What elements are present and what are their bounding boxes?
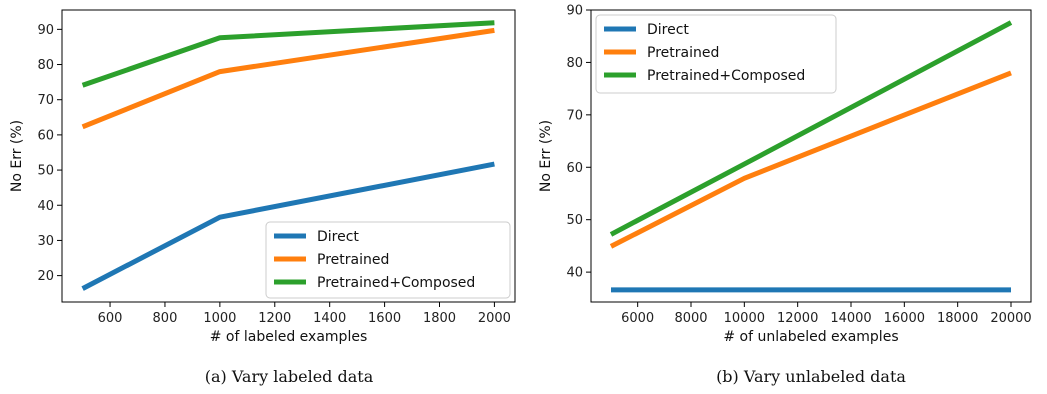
x-tick-label: 16000 — [884, 311, 925, 326]
y-tick-label: 40 — [566, 266, 583, 281]
y-tick-label: 30 — [37, 234, 54, 249]
legend-entry: Pretrained+Composed — [647, 68, 805, 84]
y-tick-label: 50 — [566, 213, 583, 228]
chart-panel-1: 6000 8000 10000 12000 14000 16000 18000 20000 40… — [538, 4, 1032, 387]
x-tick-label: 12000 — [777, 311, 818, 326]
x-tick-label: 6000 — [621, 311, 654, 326]
x-tick-label: 1400 — [313, 311, 346, 326]
chart-panel-0: 600 800 1000 1200 1400 1600 1800 2000 20 30 40 50 60… — [9, 9, 516, 386]
y-tick-label: 20 — [37, 269, 54, 284]
figure-caption: (b) Vary unlabeled data — [716, 367, 906, 386]
plot-frame — [590, 9, 1032, 303]
y-tick-label: 40 — [37, 199, 54, 214]
x-tick-label: 1800 — [423, 311, 456, 326]
legend-box — [265, 221, 511, 299]
legend-box — [595, 14, 837, 94]
x-tick-label: 14000 — [830, 311, 871, 326]
y-tick-label: 60 — [37, 128, 54, 143]
legend-entry: Direct — [317, 229, 359, 245]
series-line-pretrained-composed — [609, 20, 1013, 237]
y-tick-label: 50 — [37, 164, 54, 179]
series-line-pretrained — [81, 27, 495, 130]
x-tick-label: 600 — [98, 311, 123, 326]
x-axis-label: # of labeled examples — [210, 329, 368, 345]
figure-caption: (a) Vary labeled data — [205, 367, 374, 386]
y-tick-label: 70 — [37, 93, 54, 108]
legend-entry: Pretrained+Composed — [317, 275, 475, 291]
y-axis-label: No Err (%) — [9, 120, 25, 192]
plot-frame — [61, 9, 516, 303]
x-tick-label: 20000 — [990, 311, 1031, 326]
x-tick-label: 1000 — [203, 311, 236, 326]
x-tick-label: 1200 — [258, 311, 291, 326]
x-tick-label: 1600 — [368, 311, 401, 326]
legend-entry: Direct — [647, 22, 689, 38]
y-tick-label: 60 — [566, 161, 583, 176]
series-line-pretrained — [609, 70, 1012, 249]
y-tick-label: 80 — [566, 56, 583, 71]
legend-entry: Pretrained — [317, 252, 389, 268]
series-line-pretrained-composed — [81, 20, 495, 88]
y-tick-label: 80 — [37, 58, 54, 73]
legend: Direct Pretrained Pretrained+Composed — [265, 221, 511, 299]
x-tick-label: 2000 — [478, 311, 511, 326]
legend: Direct Pretrained Pretrained+Composed — [595, 14, 837, 94]
y-tick-label: 90 — [37, 23, 54, 38]
series-line-direct — [81, 161, 495, 291]
x-tick-label: 10000 — [724, 311, 765, 326]
legend-entry: Pretrained — [647, 45, 719, 61]
y-axis-label: No Err (%) — [538, 120, 554, 192]
x-tick-label: 18000 — [937, 311, 978, 326]
x-axis-label: # of unlabeled examples — [723, 329, 898, 345]
x-tick-label: 800 — [153, 311, 178, 326]
y-tick-label: 90 — [566, 4, 583, 19]
x-tick-label: 8000 — [674, 311, 707, 326]
y-tick-label: 70 — [566, 108, 583, 123]
